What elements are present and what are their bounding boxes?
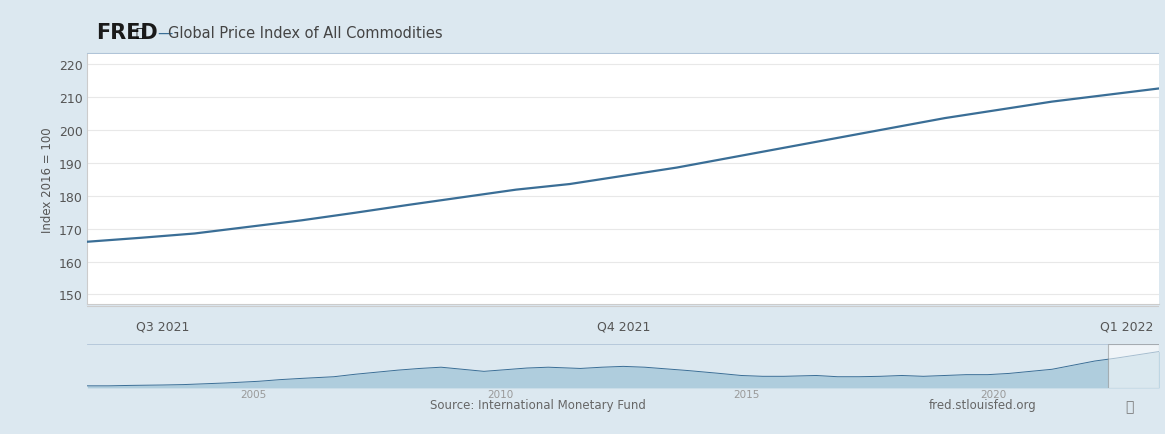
Text: Global Price Index of All Commodities: Global Price Index of All Commodities bbox=[168, 26, 443, 40]
Y-axis label: Index 2016 = 100: Index 2016 = 100 bbox=[42, 127, 55, 232]
Text: ⤢: ⤢ bbox=[1125, 400, 1134, 414]
Text: —: — bbox=[157, 26, 172, 40]
Text: Q3 2021: Q3 2021 bbox=[135, 320, 189, 332]
Text: Q1 2022: Q1 2022 bbox=[1100, 320, 1153, 332]
Text: Q4 2021: Q4 2021 bbox=[596, 320, 650, 332]
Text: 📈: 📈 bbox=[135, 26, 143, 39]
Text: fred.stlouisfed.org: fred.stlouisfed.org bbox=[929, 398, 1036, 411]
Text: Source: International Monetary Fund: Source: International Monetary Fund bbox=[430, 398, 645, 411]
Text: FRED: FRED bbox=[96, 23, 157, 43]
